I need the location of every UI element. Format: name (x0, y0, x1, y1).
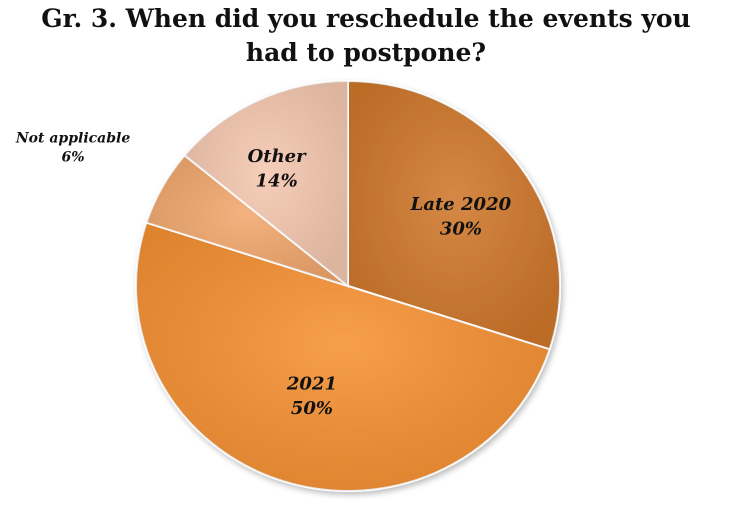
slice-name-label-2021: 2021 (286, 374, 337, 395)
slice-name-label-not-applicable: Not applicable (15, 131, 130, 147)
slice-value-label-2021: 50% (291, 398, 333, 419)
chart-title-line-1: Gr. 3. When did you reschedule the event… (41, 4, 691, 33)
pie-slice-shading-2021 (135, 222, 550, 491)
pie-slice-shading-other (184, 81, 348, 286)
slice-value-label-late-2020: 30% (440, 218, 482, 239)
slice-name-label-other: Other (248, 146, 308, 167)
slice-value-label-other: 14% (256, 171, 298, 192)
slice-value-label-not-applicable: 6% (62, 150, 85, 166)
chart-title: Gr. 3. When did you reschedule the event… (0, 2, 732, 70)
slice-name-label-late-2020: Late 2020 (410, 194, 512, 215)
chart-title-line-2: had to postpone? (245, 38, 487, 67)
pie-slice-shading-not-applicable (146, 155, 348, 286)
pie-slice-shading-late-2020 (348, 81, 560, 350)
